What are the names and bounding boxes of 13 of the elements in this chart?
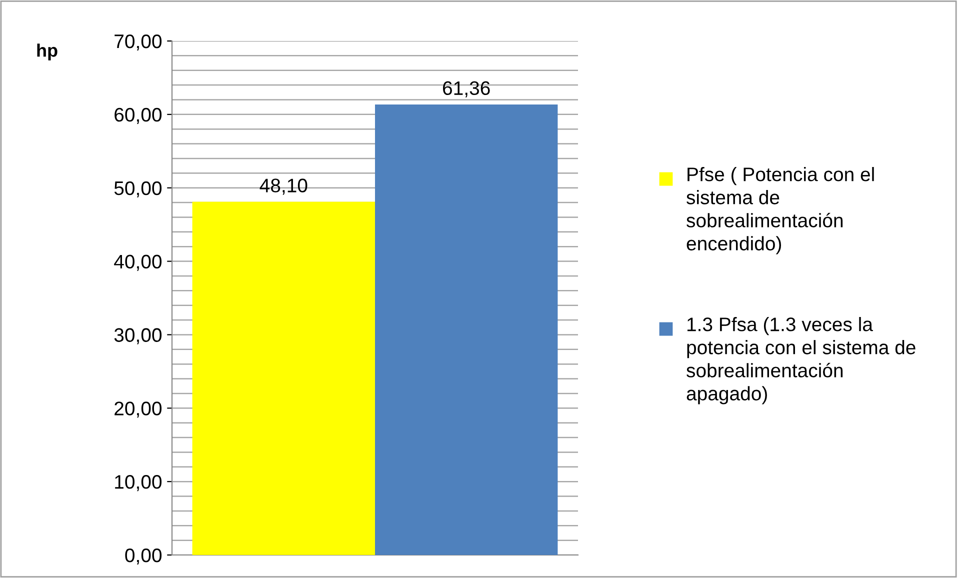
- legend-label: 1.3 Pfsa (1.3 veces la potencia con el sistema de sobrealimentación apagado): [686, 317, 916, 404]
- y-tick-label: 50,00: [114, 181, 162, 198]
- y-tick-label: 10,00: [115, 475, 162, 492]
- y-tick-label: 40,00: [114, 254, 162, 271]
- legend-label: Pfse ( Potencia con el sistema de sobrealimentación encendido): [686, 167, 874, 254]
- data-label: 61,36: [443, 81, 490, 98]
- y-tick-label: 0,00: [125, 548, 162, 565]
- y-axis-title: hp: [37, 44, 58, 60]
- y-tick-label: 70,00: [114, 34, 162, 51]
- y-tick-label: 60,00: [114, 108, 162, 124]
- y-tick-label: 30,00: [114, 328, 162, 344]
- y-tick-label: 20,00: [114, 402, 162, 418]
- data-label: 48,10: [260, 178, 308, 195]
